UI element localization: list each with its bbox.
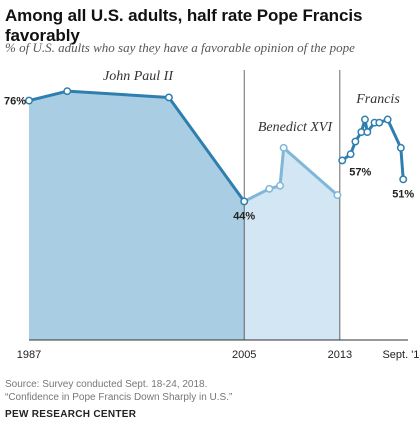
benedict-area [244,147,338,340]
data-label: 57% [349,166,371,178]
francis-point [383,115,392,124]
francis-point [363,128,372,137]
x-tick-label: 2005 [232,349,256,361]
data-label: 51% [392,188,414,200]
francis-point [346,150,355,159]
john-paul-point [164,93,173,102]
benedict-point [265,184,274,193]
series-label-john-paul: John Paul II [103,69,174,84]
francis-point [361,115,369,124]
x-tick-label: Sept. '18 [382,349,420,361]
series-label-benedict: Benedict XVI [258,120,334,135]
x-tick-label: 2013 [328,349,352,361]
francis-point [399,175,408,184]
organization-name: PEW RESEARCH CENTER [5,409,137,420]
john-paul-point [25,96,33,105]
francis-point [396,143,405,152]
francis-point [351,137,360,146]
source-note: Source: Survey conducted Sept. 18-24, 20… [5,378,232,404]
francis-point [338,156,347,165]
john-paul-line [28,89,246,203]
john-paul-point [63,87,72,96]
area-chart: John Paul II Benedict XVI Francis 76% 44% 57%… [4,69,420,361]
benedict-point [279,143,288,152]
john-paul-point [240,197,249,206]
chart-subtitle: % of U.S. adults who say they have a fav… [5,40,355,55]
x-tick-label: 1987 [17,349,41,361]
benedict-point [333,191,342,200]
benedict-area-extension [337,195,340,340]
francis-point [375,118,384,127]
data-label: 76% [4,96,26,108]
series-label-francis: Francis [355,92,400,107]
data-label: 44% [233,210,255,222]
john-paul-area [29,91,245,341]
source-line: Source: Survey conducted Sept. 18-24, 20… [5,379,208,390]
chart-title: Among all U.S. adults, half rate Pope Fr… [5,6,363,45]
benedict-point [276,181,285,190]
report-line: “Confidence in Pope Francis Down Sharply… [5,392,233,403]
